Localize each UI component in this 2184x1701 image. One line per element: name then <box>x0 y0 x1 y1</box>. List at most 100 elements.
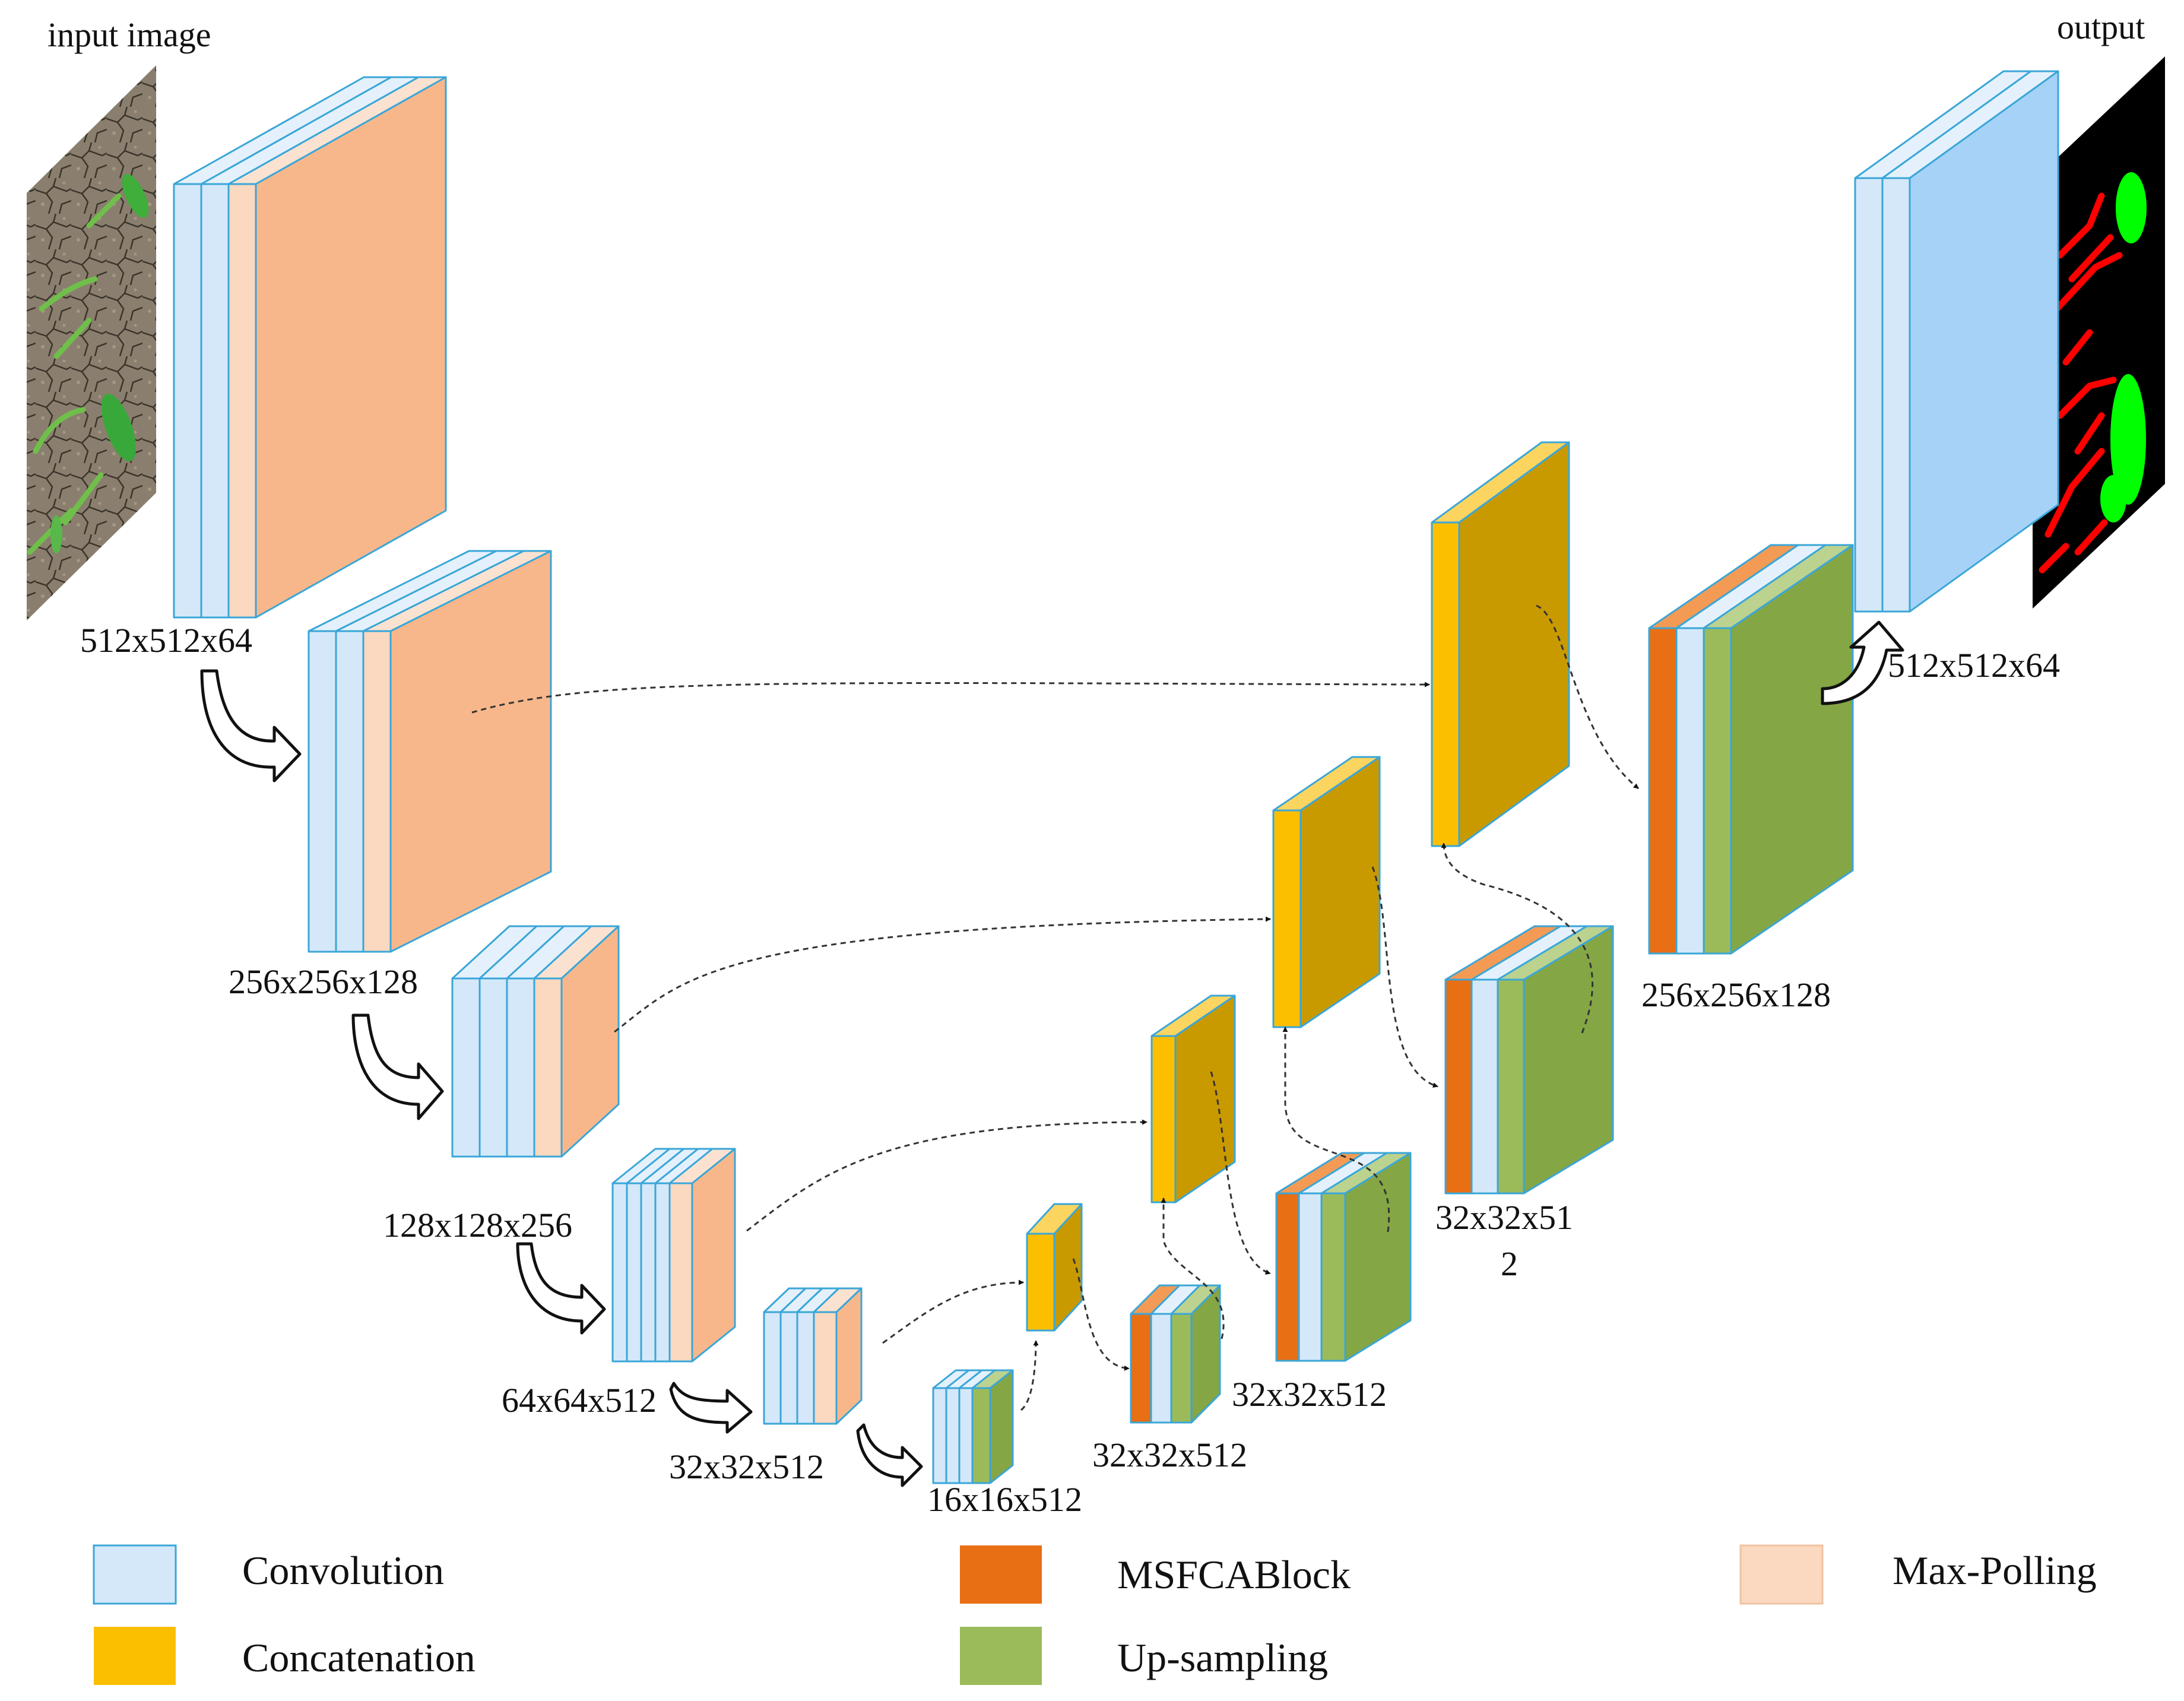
upsample-block-4-layer <box>1130 1313 1152 1424</box>
encoder-block-4-layer <box>640 1182 657 1363</box>
legend-swatch-msfcablock <box>960 1545 1042 1604</box>
downsample-arrow-icon <box>200 669 302 783</box>
concat-block-1 <box>1026 1203 1083 1332</box>
concat-to-upblock-2 <box>1371 866 1438 1088</box>
downsample-arrow-icon <box>669 1382 753 1434</box>
upsample-block-4-layer <box>1150 1313 1172 1424</box>
concat-block-1-side <box>1053 1203 1083 1332</box>
upsample-block-1-layer <box>1675 627 1705 955</box>
encoder-block-5 <box>763 1287 863 1425</box>
upsample-block-2-layer <box>1444 978 1473 1195</box>
encoder-block-3 <box>451 925 620 1158</box>
upsample-block-3-side <box>1344 1152 1412 1362</box>
upsample-block-4-layer <box>1170 1313 1193 1424</box>
legend-swatch-upsampling <box>960 1627 1042 1685</box>
upsample-output-arrow-icon <box>1821 620 1904 705</box>
upsample-block-4-side <box>1190 1284 1221 1424</box>
encoder-block-5-layer <box>796 1311 815 1425</box>
encoder-block-1-layer <box>200 183 230 619</box>
encoder-block-2-layer <box>308 630 337 953</box>
input-image-label: input image <box>47 15 211 54</box>
upsample-block-3-layer <box>1275 1192 1300 1362</box>
output-segmentation-mask <box>2033 56 2165 609</box>
bottleneck-block-layer <box>958 1387 974 1484</box>
dim-label-dec3: 32x32x512 <box>1232 1375 1387 1414</box>
encoder-block-1-layer <box>227 183 257 619</box>
upsample-block-2-layer <box>1470 978 1499 1195</box>
encoder-block-4-side <box>691 1148 736 1363</box>
bottleneck-block-layer <box>932 1387 947 1484</box>
upsample-block-3-layer <box>1320 1192 1346 1362</box>
dimension-labels: 512x512x64 256x256x128 128x128x256 64x64… <box>80 621 2060 1519</box>
concat-block-2-side <box>1174 994 1236 1203</box>
downsample-arrow-icon <box>351 1013 444 1120</box>
encoder-block-2-side <box>389 550 552 953</box>
concat-block-3-layer <box>1272 809 1302 1028</box>
concat-block-3 <box>1272 756 1381 1028</box>
concat-to-upblock-1 <box>1536 604 1639 790</box>
encoder-block-3-layer <box>451 977 481 1158</box>
legend-label-concatenation: Concatenation <box>242 1635 476 1680</box>
legend-swatch-convolution <box>93 1544 177 1605</box>
encoder-block-4 <box>611 1148 736 1363</box>
legend-label-convolution: Convolution <box>242 1548 444 1593</box>
dim-label-dec4: 32x32x512 <box>1092 1436 1247 1474</box>
encoder-block-5-layer <box>779 1311 798 1425</box>
output-block-side <box>1909 70 2059 613</box>
dim-label-enc5: 32x32x512 <box>669 1447 824 1486</box>
up-connection-4 <box>1441 842 1594 1034</box>
encoder-block-2-layer <box>335 630 364 953</box>
legend: Convolution Concatenation MSFCABlock Up-… <box>93 1544 2097 1685</box>
encoder-block-5-layer <box>813 1311 838 1425</box>
skip-connections <box>471 604 1639 1411</box>
encoder-block-5-side <box>835 1287 863 1425</box>
skip-connection-2 <box>614 916 1271 1033</box>
upsample-block-1-side <box>1730 544 1854 955</box>
legend-label-msfcablock: MSFCABlock <box>1117 1552 1351 1597</box>
upsample-block-1-layer <box>1648 627 1678 955</box>
dim-label-bottleneck: 16x16x512 <box>927 1480 1082 1519</box>
encoder-block-1-side <box>255 76 447 619</box>
bottleneck-block-layer <box>971 1387 991 1484</box>
up-connection-2 <box>1161 1198 1225 1339</box>
encoder-block-1 <box>173 76 447 619</box>
output-block-layer <box>1854 177 1884 613</box>
concat-to-upblock-4 <box>1072 1258 1130 1371</box>
upsample-block-3 <box>1275 1152 1412 1362</box>
encoder-block-3-side <box>560 925 620 1158</box>
dim-label-enc3: 128x128x256 <box>383 1206 572 1244</box>
dim-label-enc1: 512x512x64 <box>80 621 252 660</box>
dim-label-dec2-line1: 32x32x51 <box>1435 1198 1573 1237</box>
skip-connection-1 <box>471 682 1430 714</box>
upsample-block-1-layer <box>1703 627 1732 955</box>
dim-label-out: 512x512x64 <box>1888 646 2060 685</box>
legend-label-maxpooling: Max-Polling <box>1893 1548 2097 1593</box>
input-image <box>27 65 156 620</box>
bottleneck-block <box>932 1369 1014 1484</box>
encoder-block-1-layer <box>173 183 202 619</box>
upsample-block-2 <box>1444 925 1614 1195</box>
legend-label-upsampling: Up-sampling <box>1117 1635 1328 1680</box>
concat-block-4-layer <box>1431 521 1460 847</box>
upsample-block-2-side <box>1523 925 1614 1195</box>
downsample-arrows <box>200 620 1904 1487</box>
downsample-arrow-icon <box>856 1423 923 1487</box>
bottleneck-block-layer <box>945 1387 961 1484</box>
skip-connection-4 <box>882 1279 1024 1344</box>
encoder-block-3-layer <box>506 977 535 1158</box>
concat-block-2 <box>1150 994 1236 1203</box>
encoder-block-5-layer <box>763 1311 782 1425</box>
concat-to-upblock-3 <box>1210 1071 1271 1275</box>
dim-label-enc4: 64x64x512 <box>502 1381 657 1420</box>
upsample-block-4 <box>1130 1284 1221 1424</box>
encoder-block-4-layer <box>626 1182 642 1363</box>
skip-connection-3 <box>746 1119 1148 1232</box>
output-block-layer <box>1881 177 1911 613</box>
encoder-block-2-layer <box>362 630 392 953</box>
legend-swatch-concatenation <box>94 1627 176 1685</box>
upsample-block-1 <box>1648 544 1854 955</box>
concat-block-2-layer <box>1150 1035 1177 1203</box>
encoder-block-4-layer <box>654 1182 671 1363</box>
up-connection-1 <box>1020 1340 1039 1411</box>
